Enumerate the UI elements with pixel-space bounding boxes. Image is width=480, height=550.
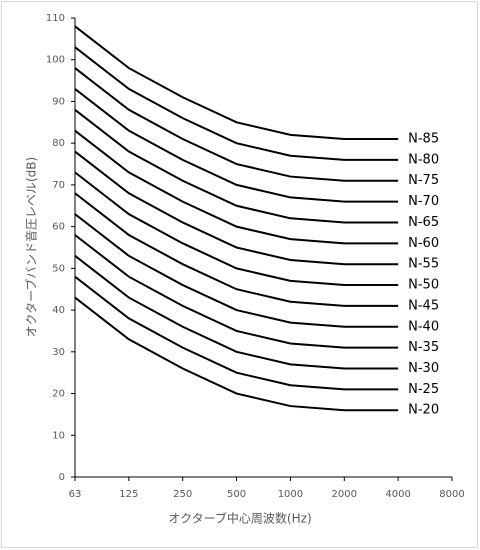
y-tick-label: 30 — [52, 347, 65, 358]
label-bg — [404, 235, 451, 252]
series-label: N-40 — [408, 319, 439, 334]
curve — [74, 129, 399, 245]
series-label: N-60 — [408, 236, 439, 251]
curve — [74, 255, 399, 370]
label-bg — [404, 381, 451, 398]
curve — [74, 88, 399, 203]
y-tick-label: 90 — [52, 96, 65, 107]
y-tick-label: 100 — [46, 55, 65, 66]
series-label: N-20 — [408, 403, 439, 418]
label-bg — [404, 214, 451, 231]
y-tick-label: 10 — [52, 430, 65, 441]
curve — [74, 46, 399, 161]
curve — [74, 25, 399, 141]
label-bg — [404, 151, 451, 168]
series-label: N-85 — [408, 132, 439, 147]
series-label: N-55 — [408, 257, 439, 272]
label-bg — [404, 172, 451, 189]
series-label: N-75 — [408, 173, 439, 188]
label-bg — [404, 131, 451, 148]
label-bg — [404, 339, 451, 356]
y-tick-label: 60 — [52, 222, 65, 233]
label-bg — [404, 193, 451, 210]
series-label: N-65 — [408, 215, 439, 230]
label-bg — [404, 360, 451, 377]
series-label: N-30 — [408, 361, 439, 376]
y-tick-label: 0 — [59, 472, 65, 483]
x-tick-label: 250 — [173, 489, 192, 500]
y-tick-label: 70 — [52, 180, 65, 191]
series-label: N-35 — [408, 340, 439, 355]
curve — [74, 296, 399, 412]
x-tick-label: 500 — [227, 489, 246, 500]
y-tick-label: 80 — [52, 138, 65, 149]
label-bg — [404, 277, 451, 294]
y-tick-label: 40 — [52, 305, 65, 316]
label-bg — [404, 402, 451, 419]
y-tick-label: 20 — [52, 389, 65, 400]
x-tick-label: 4000 — [385, 489, 410, 500]
label-bg — [404, 256, 451, 273]
curve — [74, 234, 399, 349]
series-label: N-50 — [408, 278, 439, 293]
series-label: N-45 — [408, 298, 439, 313]
label-bg — [404, 297, 451, 314]
series-label: N-25 — [408, 382, 439, 397]
curve — [74, 192, 399, 307]
x-tick-label: 63 — [69, 489, 82, 500]
x-tick-label: 2000 — [332, 489, 357, 500]
series-label: N-70 — [408, 194, 439, 209]
curve — [74, 171, 399, 287]
curve — [74, 150, 399, 266]
curve — [74, 109, 399, 224]
x-axis-title: オクターブ中心周波数(Hz) — [168, 511, 311, 526]
y-axis-title: オクターブバンド音圧レベル(dB) — [24, 157, 39, 337]
curve — [74, 67, 399, 182]
x-tick-label: 8000 — [439, 489, 464, 500]
y-tick-label: 110 — [46, 13, 65, 24]
x-tick-label: 1000 — [278, 489, 303, 500]
y-tick-label: 50 — [52, 263, 65, 274]
label-bg — [404, 318, 451, 335]
curve — [74, 275, 399, 391]
x-tick-label: 125 — [119, 489, 138, 500]
series-label: N-80 — [408, 152, 439, 167]
curve — [74, 213, 399, 328]
